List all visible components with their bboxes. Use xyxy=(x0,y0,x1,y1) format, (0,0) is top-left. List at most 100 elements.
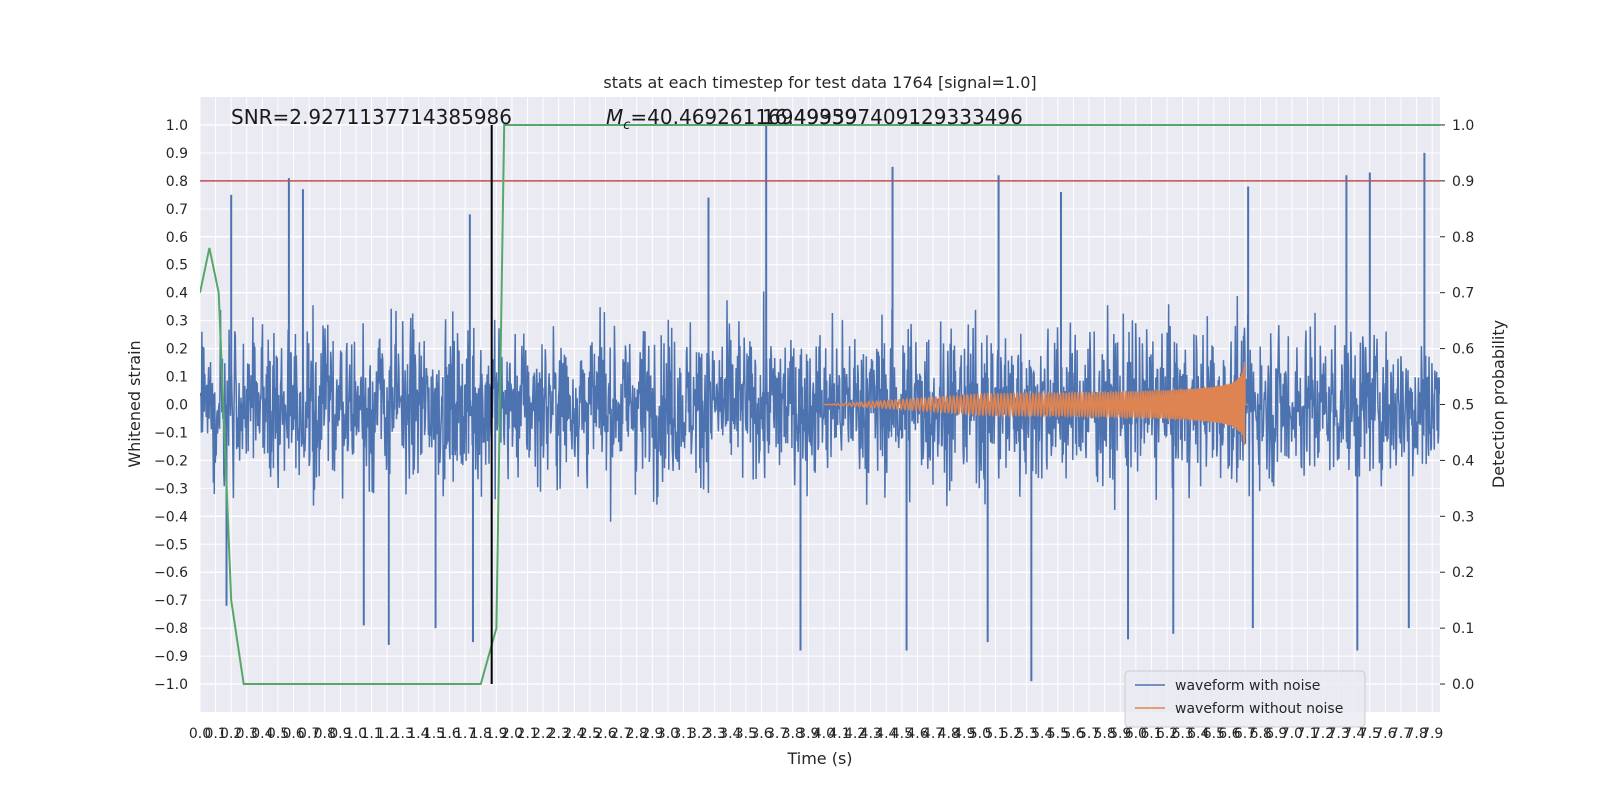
x-tick-label-56: 5.6 xyxy=(1062,726,1084,742)
x-tick-label-73: 7.3 xyxy=(1327,726,1349,742)
y2-tick-label-5: 0.5 xyxy=(1452,398,1474,414)
y-tick-label-17: 0.7 xyxy=(166,202,188,218)
x-tick-label-62: 6.2 xyxy=(1156,726,1178,742)
legend-label-clean: waveform without noise xyxy=(1175,701,1343,717)
series-waveform-with-noise xyxy=(200,291,1440,522)
y-tick-label-2: −0.8 xyxy=(154,621,188,637)
x-tick-label-5: 0.5 xyxy=(267,726,289,742)
snr-annotation: SNR=2.9271137714385986 xyxy=(231,105,512,129)
mc-annotation: Mc=40.46926116949359 xyxy=(606,105,857,133)
y2-tick-label-3: 0.3 xyxy=(1452,509,1474,525)
y-tick-label-9: −0.1 xyxy=(154,425,188,441)
x-tick-label-28: 2.8 xyxy=(626,726,648,742)
x-tick-label-19: 1.9 xyxy=(485,726,507,742)
x-tick-label-45: 4.5 xyxy=(891,726,913,742)
y-tick-label-13: 0.3 xyxy=(166,314,188,330)
y-tick-label-15: 0.5 xyxy=(166,258,188,274)
x-tick-label-78: 7.8 xyxy=(1405,726,1427,742)
x-tick-label-21: 2.1 xyxy=(516,726,538,742)
x-tick-label-18: 1.8 xyxy=(470,726,492,742)
x-tick-label-70: 7.0 xyxy=(1281,726,1303,742)
y-tick-label-19: 0.9 xyxy=(166,146,188,162)
x-tick-label-11: 1.1 xyxy=(360,726,382,742)
x-tick-label-31: 3.1 xyxy=(672,726,694,742)
x-tick-label-3: 0.3 xyxy=(236,726,258,742)
x-tick-label-8: 0.8 xyxy=(314,726,336,742)
x-tick-label-69: 6.9 xyxy=(1265,726,1287,742)
x-tick-label-14: 1.4 xyxy=(407,726,429,742)
y2-tick-label-8: 0.8 xyxy=(1452,230,1474,246)
y-tick-label-6: −0.4 xyxy=(154,509,188,525)
x-tick-label-68: 6.8 xyxy=(1249,726,1271,742)
x-axis-ticks: 0.00.10.20.30.40.50.60.70.80.91.01.11.21… xyxy=(189,726,1443,742)
y-tick-label-3: −0.7 xyxy=(154,593,188,609)
x-tick-label-22: 2.2 xyxy=(532,726,554,742)
x-tick-label-2: 0.2 xyxy=(220,726,242,742)
x-tick-label-77: 7.7 xyxy=(1390,726,1412,742)
x-tick-label-72: 7.2 xyxy=(1312,726,1334,742)
x-tick-label-63: 6.3 xyxy=(1172,726,1194,742)
x-tick-label-43: 4.3 xyxy=(860,726,882,742)
x-tick-label-7: 0.7 xyxy=(298,726,320,742)
x-tick-label-27: 2.7 xyxy=(610,726,632,742)
series-detection-probability xyxy=(200,124,1440,685)
x-tick-label-6: 0.6 xyxy=(282,726,304,742)
x-tick-label-29: 2.9 xyxy=(641,726,663,742)
x-tick-label-47: 4.7 xyxy=(922,726,944,742)
x-tick-label-20: 2.0 xyxy=(501,726,523,742)
y2-axis-label: Detection probability xyxy=(1489,320,1508,488)
y2-tick-label-6: 0.6 xyxy=(1452,342,1474,358)
y-tick-label-10: 0.0 xyxy=(166,398,188,414)
legend-box xyxy=(1124,670,1366,728)
x-tick-label-53: 5.3 xyxy=(1016,726,1038,742)
x-tick-label-55: 5.5 xyxy=(1047,726,1069,742)
x-tick-label-71: 7.1 xyxy=(1296,726,1318,742)
x-tick-label-37: 3.7 xyxy=(766,726,788,742)
x-tick-label-9: 0.9 xyxy=(329,726,351,742)
x-tick-label-75: 7.5 xyxy=(1359,726,1381,742)
x-tick-label-35: 3.5 xyxy=(735,726,757,742)
x-tick-label-34: 3.4 xyxy=(719,726,741,742)
x-tick-label-66: 6.6 xyxy=(1218,726,1240,742)
y2-tick-label-10: 1.0 xyxy=(1452,118,1474,134)
x-tick-label-12: 1.2 xyxy=(376,726,398,742)
x-tick-label-0: 0.0 xyxy=(189,726,211,742)
y2-tick-label-2: 0.2 xyxy=(1452,565,1474,581)
legend: waveform with noise waveform without noi… xyxy=(1124,670,1366,728)
y-axis-label: Whitened strain xyxy=(125,340,144,467)
x-tick-label-13: 1.3 xyxy=(392,726,414,742)
x-tick-label-40: 4.0 xyxy=(813,726,835,742)
x-tick-label-23: 2.3 xyxy=(548,726,570,742)
x-tick-label-41: 4.1 xyxy=(828,726,850,742)
x-tick-label-32: 3.2 xyxy=(688,726,710,742)
x-tick-label-1: 0.1 xyxy=(204,726,226,742)
y2-tick-label-1: 0.1 xyxy=(1452,621,1474,637)
x-tick-label-64: 6.4 xyxy=(1187,726,1209,742)
x-tick-label-67: 6.7 xyxy=(1234,726,1256,742)
mc-subscript: c xyxy=(623,118,630,133)
x-tick-label-48: 4.8 xyxy=(938,726,960,742)
y2-tick-label-0: 0.0 xyxy=(1452,677,1474,693)
x-tick-label-58: 5.8 xyxy=(1094,726,1116,742)
x-tick-label-52: 5.2 xyxy=(1000,726,1022,742)
series-waveform-without-noise xyxy=(823,361,1249,446)
x-tick-label-76: 7.6 xyxy=(1374,726,1396,742)
x-tick-label-74: 7.4 xyxy=(1343,726,1365,742)
x-tick-label-46: 4.6 xyxy=(906,726,928,742)
y-tick-label-16: 0.6 xyxy=(166,230,188,246)
y-tick-label-11: 0.1 xyxy=(166,370,188,386)
legend-label-noise: waveform with noise xyxy=(1175,678,1320,694)
x-tick-label-54: 5.4 xyxy=(1031,726,1053,742)
x-axis-label: Time (s) xyxy=(786,749,852,768)
y2-tick-label-7: 0.7 xyxy=(1452,286,1474,302)
x-tick-label-10: 1.0 xyxy=(345,726,367,742)
mc-overlap-annotation: 16.499397409129333496 xyxy=(762,105,1023,129)
y-axis-right-ticks: 0.0 0.1 0.2 0.3 0.4 0.5 0.6 0.7 0.8 0.9 1.0 xyxy=(1440,118,1474,693)
x-tick-label-59: 5.9 xyxy=(1109,726,1131,742)
y-tick-label-14: 0.4 xyxy=(166,286,188,302)
mc-symbol: M xyxy=(606,105,623,129)
x-tick-label-17: 1.7 xyxy=(454,726,476,742)
y-tick-label-1: −0.9 xyxy=(154,649,188,665)
x-tick-label-36: 3.6 xyxy=(750,726,772,742)
